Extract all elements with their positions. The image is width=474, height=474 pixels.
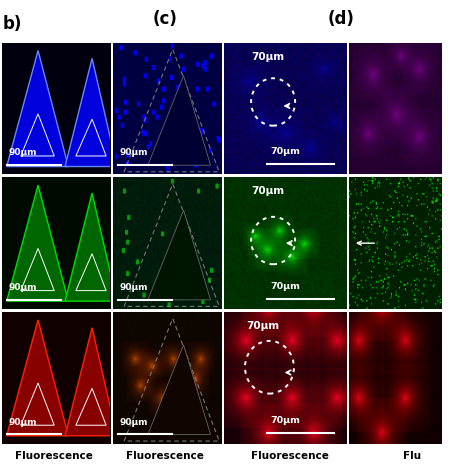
- Text: (d): (d): [328, 10, 355, 28]
- Text: (c): (c): [153, 10, 177, 28]
- Polygon shape: [148, 75, 210, 165]
- Polygon shape: [65, 58, 117, 166]
- Text: 90μm: 90μm: [120, 283, 148, 292]
- Polygon shape: [7, 51, 68, 166]
- Text: b): b): [2, 15, 22, 33]
- Text: 90μm: 90μm: [9, 418, 37, 427]
- Text: 70μm: 70μm: [251, 52, 284, 62]
- Text: 70μm: 70μm: [271, 416, 301, 425]
- Text: Fluorescence: Fluorescence: [251, 451, 329, 461]
- Text: 70μm: 70μm: [251, 186, 284, 196]
- Polygon shape: [148, 210, 210, 300]
- Polygon shape: [148, 345, 210, 435]
- Text: 70μm: 70μm: [271, 282, 301, 291]
- Text: Flu: Flu: [403, 451, 421, 461]
- Text: 70μm: 70μm: [246, 321, 279, 331]
- Text: 90μm: 90μm: [9, 148, 37, 157]
- Polygon shape: [7, 185, 68, 301]
- Polygon shape: [65, 328, 117, 436]
- Polygon shape: [65, 193, 117, 301]
- Polygon shape: [7, 320, 68, 436]
- Text: 90μm: 90μm: [120, 418, 148, 427]
- Text: 90μm: 90μm: [120, 148, 148, 157]
- Text: 70μm: 70μm: [271, 147, 301, 156]
- Text: Fluorescence: Fluorescence: [126, 451, 204, 461]
- Text: 90μm: 90μm: [9, 283, 37, 292]
- Text: Fluorescence: Fluorescence: [15, 451, 93, 461]
